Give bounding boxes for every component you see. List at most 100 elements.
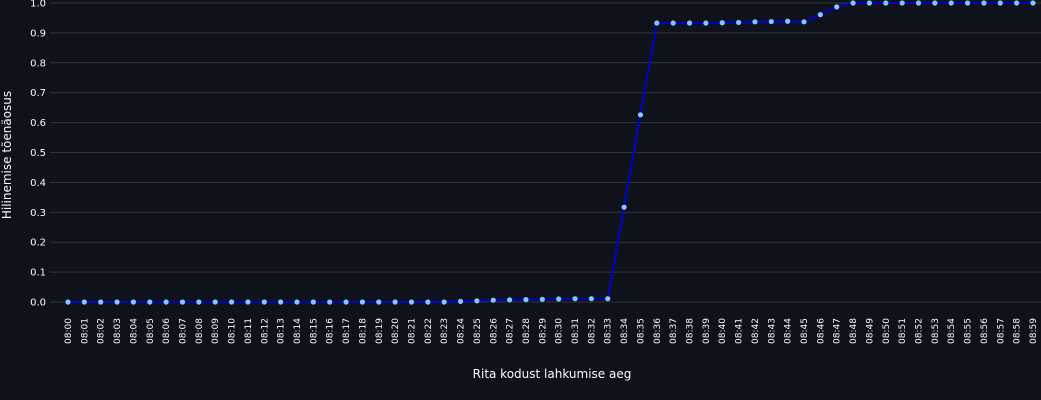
x-tick-label: 08:23 xyxy=(440,318,450,344)
data-point[interactable] xyxy=(932,0,938,6)
y-tick-label: 1.0 xyxy=(30,0,46,10)
x-tick-label: 08:52 xyxy=(915,318,925,344)
data-point[interactable] xyxy=(98,299,104,305)
data-point[interactable] xyxy=(539,296,545,302)
data-point[interactable] xyxy=(228,299,235,305)
data-point[interactable] xyxy=(768,18,774,25)
x-axis-title: Rita kodust lahkumise aeg xyxy=(473,367,632,381)
x-tick-label: 08:42 xyxy=(751,318,761,344)
data-point[interactable] xyxy=(654,20,660,26)
data-point[interactable] xyxy=(719,20,725,26)
y-axis-ticks: 0.0 0.1 0.2 0.3 0.4 0.5 0.6 0.7 0.8 0.9 1.0 xyxy=(30,0,46,309)
data-point[interactable] xyxy=(637,112,644,118)
x-tick-label: 08:12 xyxy=(260,318,270,344)
data-point[interactable] xyxy=(147,299,153,305)
x-tick-label: 08:04 xyxy=(129,318,139,344)
data-point[interactable] xyxy=(981,0,987,6)
gridlines xyxy=(50,2,1041,303)
x-tick-label: 08:59 xyxy=(1029,318,1039,344)
x-tick-label: 08:09 xyxy=(211,318,221,344)
y-tick-label: 0.5 xyxy=(30,148,46,159)
data-point[interactable] xyxy=(605,296,611,302)
data-point[interactable] xyxy=(670,20,676,26)
data-point[interactable] xyxy=(703,20,709,26)
x-tick-label: 08:57 xyxy=(996,318,1006,344)
data-point[interactable] xyxy=(392,299,398,305)
y-tick-label: 0.2 xyxy=(30,238,46,249)
data-point[interactable] xyxy=(408,299,415,305)
x-tick-label: 08:55 xyxy=(964,318,974,344)
data-point[interactable] xyxy=(801,19,807,25)
x-tick-label: 08:15 xyxy=(309,318,319,344)
data-point[interactable] xyxy=(850,0,856,6)
data-point[interactable] xyxy=(507,297,513,303)
data-point[interactable] xyxy=(948,0,954,6)
x-tick-label: 08:17 xyxy=(342,318,352,344)
x-tick-label: 08:05 xyxy=(146,318,156,344)
x-tick-label: 08:27 xyxy=(506,318,516,344)
data-point[interactable] xyxy=(883,0,889,6)
data-point[interactable] xyxy=(572,296,578,302)
data-point[interactable] xyxy=(245,299,251,305)
data-point[interactable] xyxy=(327,299,333,305)
data-point[interactable] xyxy=(212,299,218,305)
data-point[interactable] xyxy=(686,20,693,26)
data-point[interactable] xyxy=(490,297,496,303)
data-point[interactable] xyxy=(1030,0,1036,6)
data-point[interactable] xyxy=(441,299,447,305)
data-point[interactable] xyxy=(752,19,758,25)
x-tick-label: 08:06 xyxy=(162,318,172,344)
data-point[interactable] xyxy=(785,18,791,24)
data-point[interactable] xyxy=(278,299,284,305)
x-tick-label: 08:19 xyxy=(375,318,385,344)
x-tick-label: 08:25 xyxy=(473,318,483,344)
x-tick-label: 08:40 xyxy=(718,318,728,344)
data-point[interactable] xyxy=(997,0,1003,6)
data-point[interactable] xyxy=(376,299,382,305)
x-tick-label: 08:28 xyxy=(522,318,532,344)
data-point[interactable] xyxy=(1014,0,1020,6)
data-point[interactable] xyxy=(425,299,431,305)
data-point[interactable] xyxy=(474,298,480,304)
x-tick-label: 08:07 xyxy=(178,318,188,344)
data-point[interactable] xyxy=(899,0,905,6)
x-tick-label: 08:54 xyxy=(947,318,957,344)
x-tick-label: 08:58 xyxy=(1013,318,1023,344)
data-point[interactable] xyxy=(359,299,366,305)
data-point[interactable] xyxy=(866,0,873,6)
data-point[interactable] xyxy=(817,12,823,18)
data-point[interactable] xyxy=(556,296,562,302)
x-tick-label: 08:11 xyxy=(244,318,254,344)
data-point[interactable] xyxy=(457,298,464,305)
data-point[interactable] xyxy=(310,299,316,305)
data-point[interactable] xyxy=(65,299,71,305)
x-tick-label: 08:20 xyxy=(391,318,401,344)
x-tick-label: 08:41 xyxy=(735,318,745,344)
data-point[interactable] xyxy=(179,299,186,305)
data-point[interactable] xyxy=(343,299,349,305)
x-tick-label: 08:02 xyxy=(97,318,107,344)
x-tick-label: 08:36 xyxy=(653,318,663,344)
x-tick-label: 08:39 xyxy=(702,318,712,344)
data-point[interactable] xyxy=(964,0,971,6)
x-tick-label: 08:18 xyxy=(358,318,368,344)
data-point[interactable] xyxy=(621,204,627,210)
data-point[interactable] xyxy=(130,299,137,305)
data-point[interactable] xyxy=(588,296,594,302)
x-tick-label: 08:03 xyxy=(113,318,123,344)
data-point[interactable] xyxy=(163,299,169,305)
x-tick-label: 08:14 xyxy=(293,318,303,344)
data-point[interactable] xyxy=(114,299,120,305)
data-point[interactable] xyxy=(81,299,87,305)
data-point[interactable] xyxy=(261,299,267,305)
data-point[interactable] xyxy=(294,299,300,305)
data-point[interactable] xyxy=(196,299,202,305)
data-point[interactable] xyxy=(915,0,922,6)
x-tick-label: 08:31 xyxy=(571,318,581,344)
x-tick-label: 08:50 xyxy=(882,318,892,344)
y-tick-label: 0.1 xyxy=(30,268,46,279)
data-point[interactable] xyxy=(834,4,840,10)
data-point[interactable] xyxy=(523,297,529,303)
data-point[interactable] xyxy=(735,19,742,26)
y-axis-title: Hilinemise tõenäosus xyxy=(0,91,14,219)
